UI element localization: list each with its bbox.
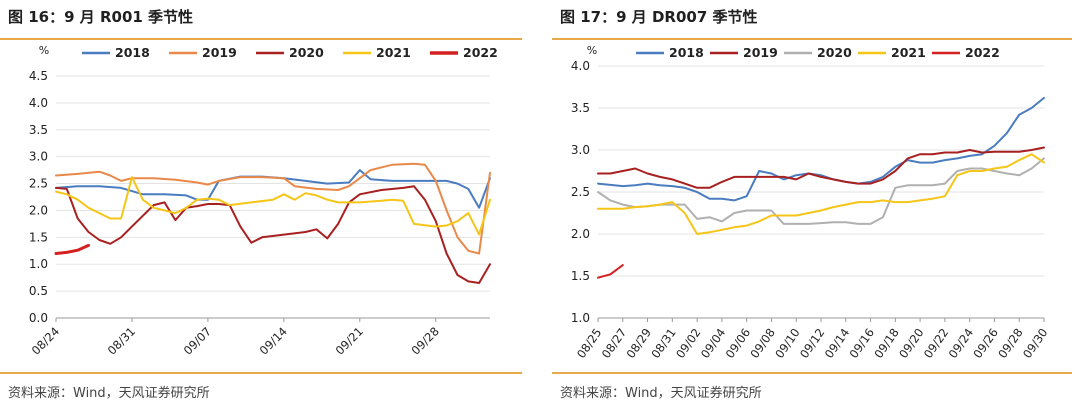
dr007-line-chart: % 4.0 3.5 3.0 2.5 2.0 1.5 1.008/2508/2708/2908/… (571, 44, 1051, 361)
x-tick-label: 09/18 (871, 326, 901, 361)
x-tick-label: 08/25 (574, 326, 604, 361)
y-tick-label: 3.5 (571, 101, 590, 115)
series-line-2019 (597, 146, 1045, 189)
title-divider (552, 38, 1072, 40)
legend-label: 2022 (965, 45, 1000, 60)
source-divider (0, 372, 522, 374)
y-tick-label: 3.5 (29, 123, 48, 137)
x-tick-label: 09/12 (797, 326, 827, 361)
source-note: 资料来源：Wind，天风证券研究所 (8, 386, 210, 401)
chart-title: 图 16：9 月 R001 季节性 (8, 8, 194, 26)
x-tick-label: 08/31 (105, 324, 138, 357)
y-tick-label: 2.0 (571, 227, 590, 241)
y-tick-label: 2.5 (571, 185, 590, 199)
x-tick-label: 09/02 (673, 326, 703, 361)
x-tick-label: 09/08 (747, 326, 777, 361)
y-axis-unit-label: % (587, 44, 597, 57)
x-tick-label: 09/16 (847, 326, 877, 361)
y-tick-label: 4.0 (571, 59, 590, 73)
x-tick-label: 09/10 (772, 326, 802, 361)
legend-label: 2018 (669, 45, 704, 60)
x-tick-label: 09/28 (409, 324, 442, 357)
x-tick-label: 09/24 (946, 326, 976, 361)
source-note: 资料来源：Wind，天风证券研究所 (560, 386, 762, 401)
x-tick-label: 08/24 (29, 324, 62, 357)
y-tick-label: 1.5 (29, 230, 48, 244)
y-tick-label: 1.0 (571, 311, 590, 325)
series-line-2021 (597, 153, 1045, 235)
chart-title: 图 17：9 月 DR007 季节性 (560, 8, 758, 26)
y-tick-label: 2.0 (29, 203, 48, 217)
x-tick-label: 09/22 (921, 326, 951, 361)
chart-panel-dr007: 图 17：9 月 DR007 季节性 % 4.0 3.5 3.0 2.5 2.0 1.5 1.… (552, 0, 1080, 411)
x-tick-label: 09/14 (822, 326, 852, 361)
series-line-2020 (597, 157, 1045, 225)
y-tick-label: 4.5 (29, 69, 48, 83)
x-tick-label: 09/14 (257, 324, 290, 357)
legend-label: 2020 (817, 45, 852, 60)
series-line-2018 (55, 169, 491, 209)
legend-label: 2022 (463, 45, 498, 60)
y-tick-label: 1.0 (29, 257, 48, 271)
y-tick-label: 1.5 (571, 269, 590, 283)
x-tick-label: 08/29 (624, 326, 654, 361)
x-tick-label: 08/27 (599, 326, 629, 361)
x-tick-label: 09/20 (896, 326, 926, 361)
series-line-2021 (55, 176, 491, 236)
series-line-2018 (597, 96, 1045, 202)
source-divider (552, 372, 1072, 374)
x-tick-label: 08/31 (648, 326, 678, 361)
x-tick-label: 09/26 (970, 326, 1000, 361)
series-line-2020 (55, 185, 491, 284)
y-tick-label: 2.5 (29, 177, 48, 191)
x-tick-label: 09/04 (698, 326, 728, 361)
y-tick-label: 4.0 (29, 96, 48, 110)
y-tick-label: 0.5 (29, 284, 48, 298)
legend-label: 2019 (202, 45, 237, 60)
x-tick-label: 09/07 (181, 324, 214, 357)
legend-label: 2021 (891, 45, 926, 60)
chart-panel-r001: 图 16：9 月 R001 季节性 % 4.5 4.0 3.5 3.0 2.5 2.0 1.5… (0, 0, 530, 411)
y-tick-label: 3.0 (29, 150, 48, 164)
series-line-2022 (597, 264, 624, 279)
y-tick-label: 0.0 (29, 311, 48, 325)
legend-label: 2021 (376, 45, 411, 60)
r001-line-chart: % 4.5 4.0 3.5 3.0 2.5 2.0 1.5 1.0 0.5 0.008/24 08/3… (29, 44, 498, 358)
series-line-2019 (55, 162, 491, 255)
x-tick-label: 09/30 (1020, 326, 1050, 361)
y-tick-label: 3.0 (571, 143, 590, 157)
x-tick-label: 09/06 (723, 326, 753, 361)
legend-label: 2020 (289, 45, 324, 60)
legend-label: 2018 (115, 45, 150, 60)
title-divider (0, 38, 522, 40)
series-line-2022 (54, 243, 90, 255)
legend-label: 2019 (743, 45, 778, 60)
x-tick-label: 09/28 (995, 326, 1025, 361)
y-axis-unit-label: % (39, 44, 49, 57)
x-tick-label: 09/21 (333, 324, 366, 357)
